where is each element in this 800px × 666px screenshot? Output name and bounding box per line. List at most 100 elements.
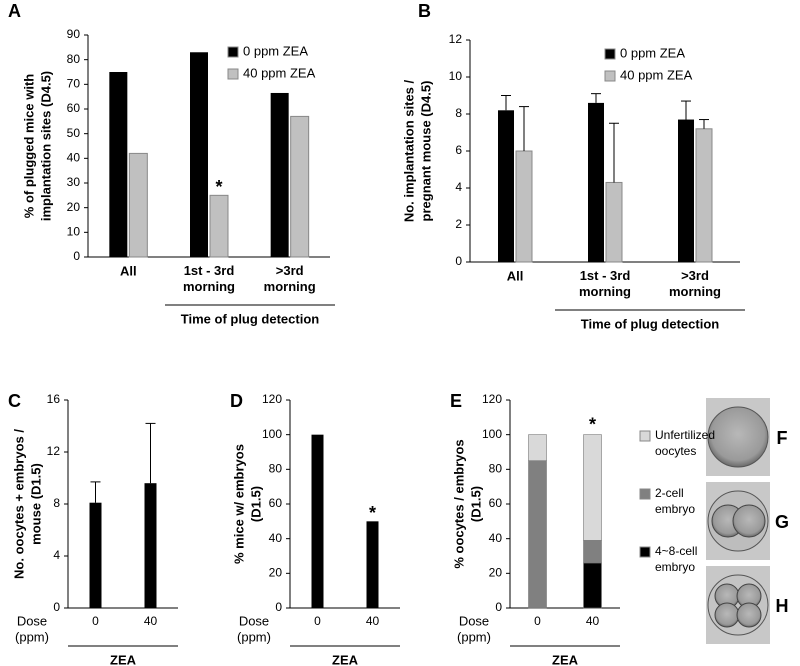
- y-tick-label: 100: [262, 427, 282, 441]
- x-axis-label: Dose: [17, 613, 47, 628]
- y-tick-label: 20: [489, 566, 503, 580]
- y-tick-label: 60: [489, 496, 503, 510]
- bar: [209, 194, 229, 258]
- legend-label: Unfertilized oocytes: [655, 428, 715, 458]
- bar: [109, 72, 128, 257]
- x-group-label: Time of plug detection: [181, 311, 319, 326]
- y-tick-label: 8: [455, 106, 462, 120]
- legend-swatch: [604, 48, 616, 60]
- x-tick-label: All: [120, 263, 137, 278]
- x-tick-label: >3rd morning: [669, 268, 721, 299]
- y-tick-label: 80: [489, 462, 503, 476]
- y-tick-label: 12: [47, 444, 61, 458]
- bar: [678, 119, 694, 262]
- x-axis-label: (ppm): [457, 629, 491, 644]
- blastomere: [732, 504, 766, 538]
- y-tick-label: 30: [67, 175, 81, 189]
- y-tick-label: 0: [73, 249, 80, 263]
- x-axis-label: (ppm): [237, 629, 271, 644]
- y-axis-label: % mice w/ embryos: [231, 444, 246, 564]
- significance-marker: *: [215, 177, 222, 197]
- y-tick-label: 16: [47, 392, 61, 406]
- x-tick-label: 0: [314, 614, 321, 628]
- y-tick-label: 8: [53, 496, 60, 510]
- bar-segment: [528, 460, 547, 609]
- y-axis-label: % oocytes / embryos: [451, 439, 466, 568]
- y-axis-label: No. implantation sites /: [401, 79, 416, 222]
- y-axis-label: % of plugged mice with: [21, 74, 36, 219]
- y-axis-label: mouse (D1.5): [28, 463, 43, 545]
- y-tick-label: 120: [482, 392, 502, 406]
- x-tick-label: 40: [586, 614, 600, 628]
- y-tick-label: 90: [67, 27, 81, 41]
- legend-swatch: [639, 488, 651, 500]
- y-tick-label: 10: [67, 225, 81, 239]
- bar-segment: [583, 540, 602, 564]
- bar: [311, 434, 324, 608]
- y-tick-label: 2: [455, 217, 462, 231]
- legend-label: 2-cell embryo: [655, 486, 695, 516]
- y-tick-label: 120: [262, 392, 282, 406]
- legend-swatch: [639, 546, 651, 558]
- x-tick-label: 40: [366, 614, 380, 628]
- bar: [498, 110, 514, 262]
- panel-letter: C: [8, 391, 21, 411]
- y-axis-label: No. oocytes + embryos /: [11, 429, 26, 579]
- x-group-label: ZEA: [552, 652, 579, 666]
- y-tick-label: 60: [269, 496, 283, 510]
- x-axis-label: (ppm): [15, 629, 49, 644]
- y-axis-label: implantation sites (D4.5): [38, 71, 53, 221]
- y-tick-label: 4: [53, 548, 60, 562]
- significance-marker: *: [369, 503, 376, 523]
- bar: [366, 521, 379, 608]
- x-tick-label: 40: [144, 614, 158, 628]
- panel-letter: D: [230, 391, 243, 411]
- x-tick-label: 0: [92, 614, 99, 628]
- y-tick-label: 100: [482, 427, 502, 441]
- image-label: F: [777, 428, 788, 448]
- legend-label: 40 ppm ZEA: [243, 65, 316, 80]
- y-tick-label: 80: [67, 52, 81, 66]
- y-axis-label: pregnant mouse (D4.5): [418, 81, 433, 222]
- bar-segment: [528, 434, 547, 461]
- y-tick-label: 40: [489, 531, 503, 545]
- x-tick-label: >3rd morning: [264, 263, 316, 294]
- bar: [588, 102, 604, 263]
- x-tick-label: All: [507, 268, 524, 283]
- y-tick-label: 80: [269, 462, 283, 476]
- y-tick-label: 60: [67, 101, 81, 115]
- legend-label: 0 ppm ZEA: [620, 45, 685, 60]
- zona: [707, 574, 769, 636]
- y-tick-label: 20: [269, 566, 283, 580]
- bar: [128, 152, 148, 258]
- blastomere: [714, 602, 740, 628]
- y-tick-label: 0: [275, 600, 282, 614]
- bar: [144, 483, 157, 608]
- y-tick-label: 20: [67, 200, 81, 214]
- legend-swatch: [227, 68, 239, 80]
- y-axis-label: (D1.5): [248, 486, 263, 522]
- y-tick-label: 0: [53, 600, 60, 614]
- x-group-label: ZEA: [332, 652, 359, 666]
- y-tick-label: 10: [449, 69, 463, 83]
- legend-label: 4~8-cell embryo: [655, 544, 697, 574]
- x-tick-label: 1st - 3rd morning: [183, 263, 235, 294]
- bar: [515, 150, 533, 263]
- legend-label: 40 ppm ZEA: [620, 67, 693, 82]
- bar: [695, 128, 713, 263]
- y-tick-label: 70: [67, 77, 81, 91]
- y-tick-label: 40: [269, 531, 283, 545]
- y-tick-label: 6: [455, 143, 462, 157]
- x-group-label: ZEA: [110, 652, 137, 666]
- blastomere: [736, 602, 762, 628]
- x-group-label: Time of plug detection: [581, 316, 719, 331]
- panel-letter: E: [450, 391, 462, 411]
- significance-marker: *: [589, 414, 596, 434]
- y-tick-label: 12: [449, 32, 463, 46]
- y-tick-label: 0: [455, 254, 462, 268]
- micrographs: [706, 398, 770, 644]
- bar: [290, 115, 310, 258]
- legend-label: 0 ppm ZEA: [243, 43, 308, 58]
- x-axis-label: Dose: [239, 613, 269, 628]
